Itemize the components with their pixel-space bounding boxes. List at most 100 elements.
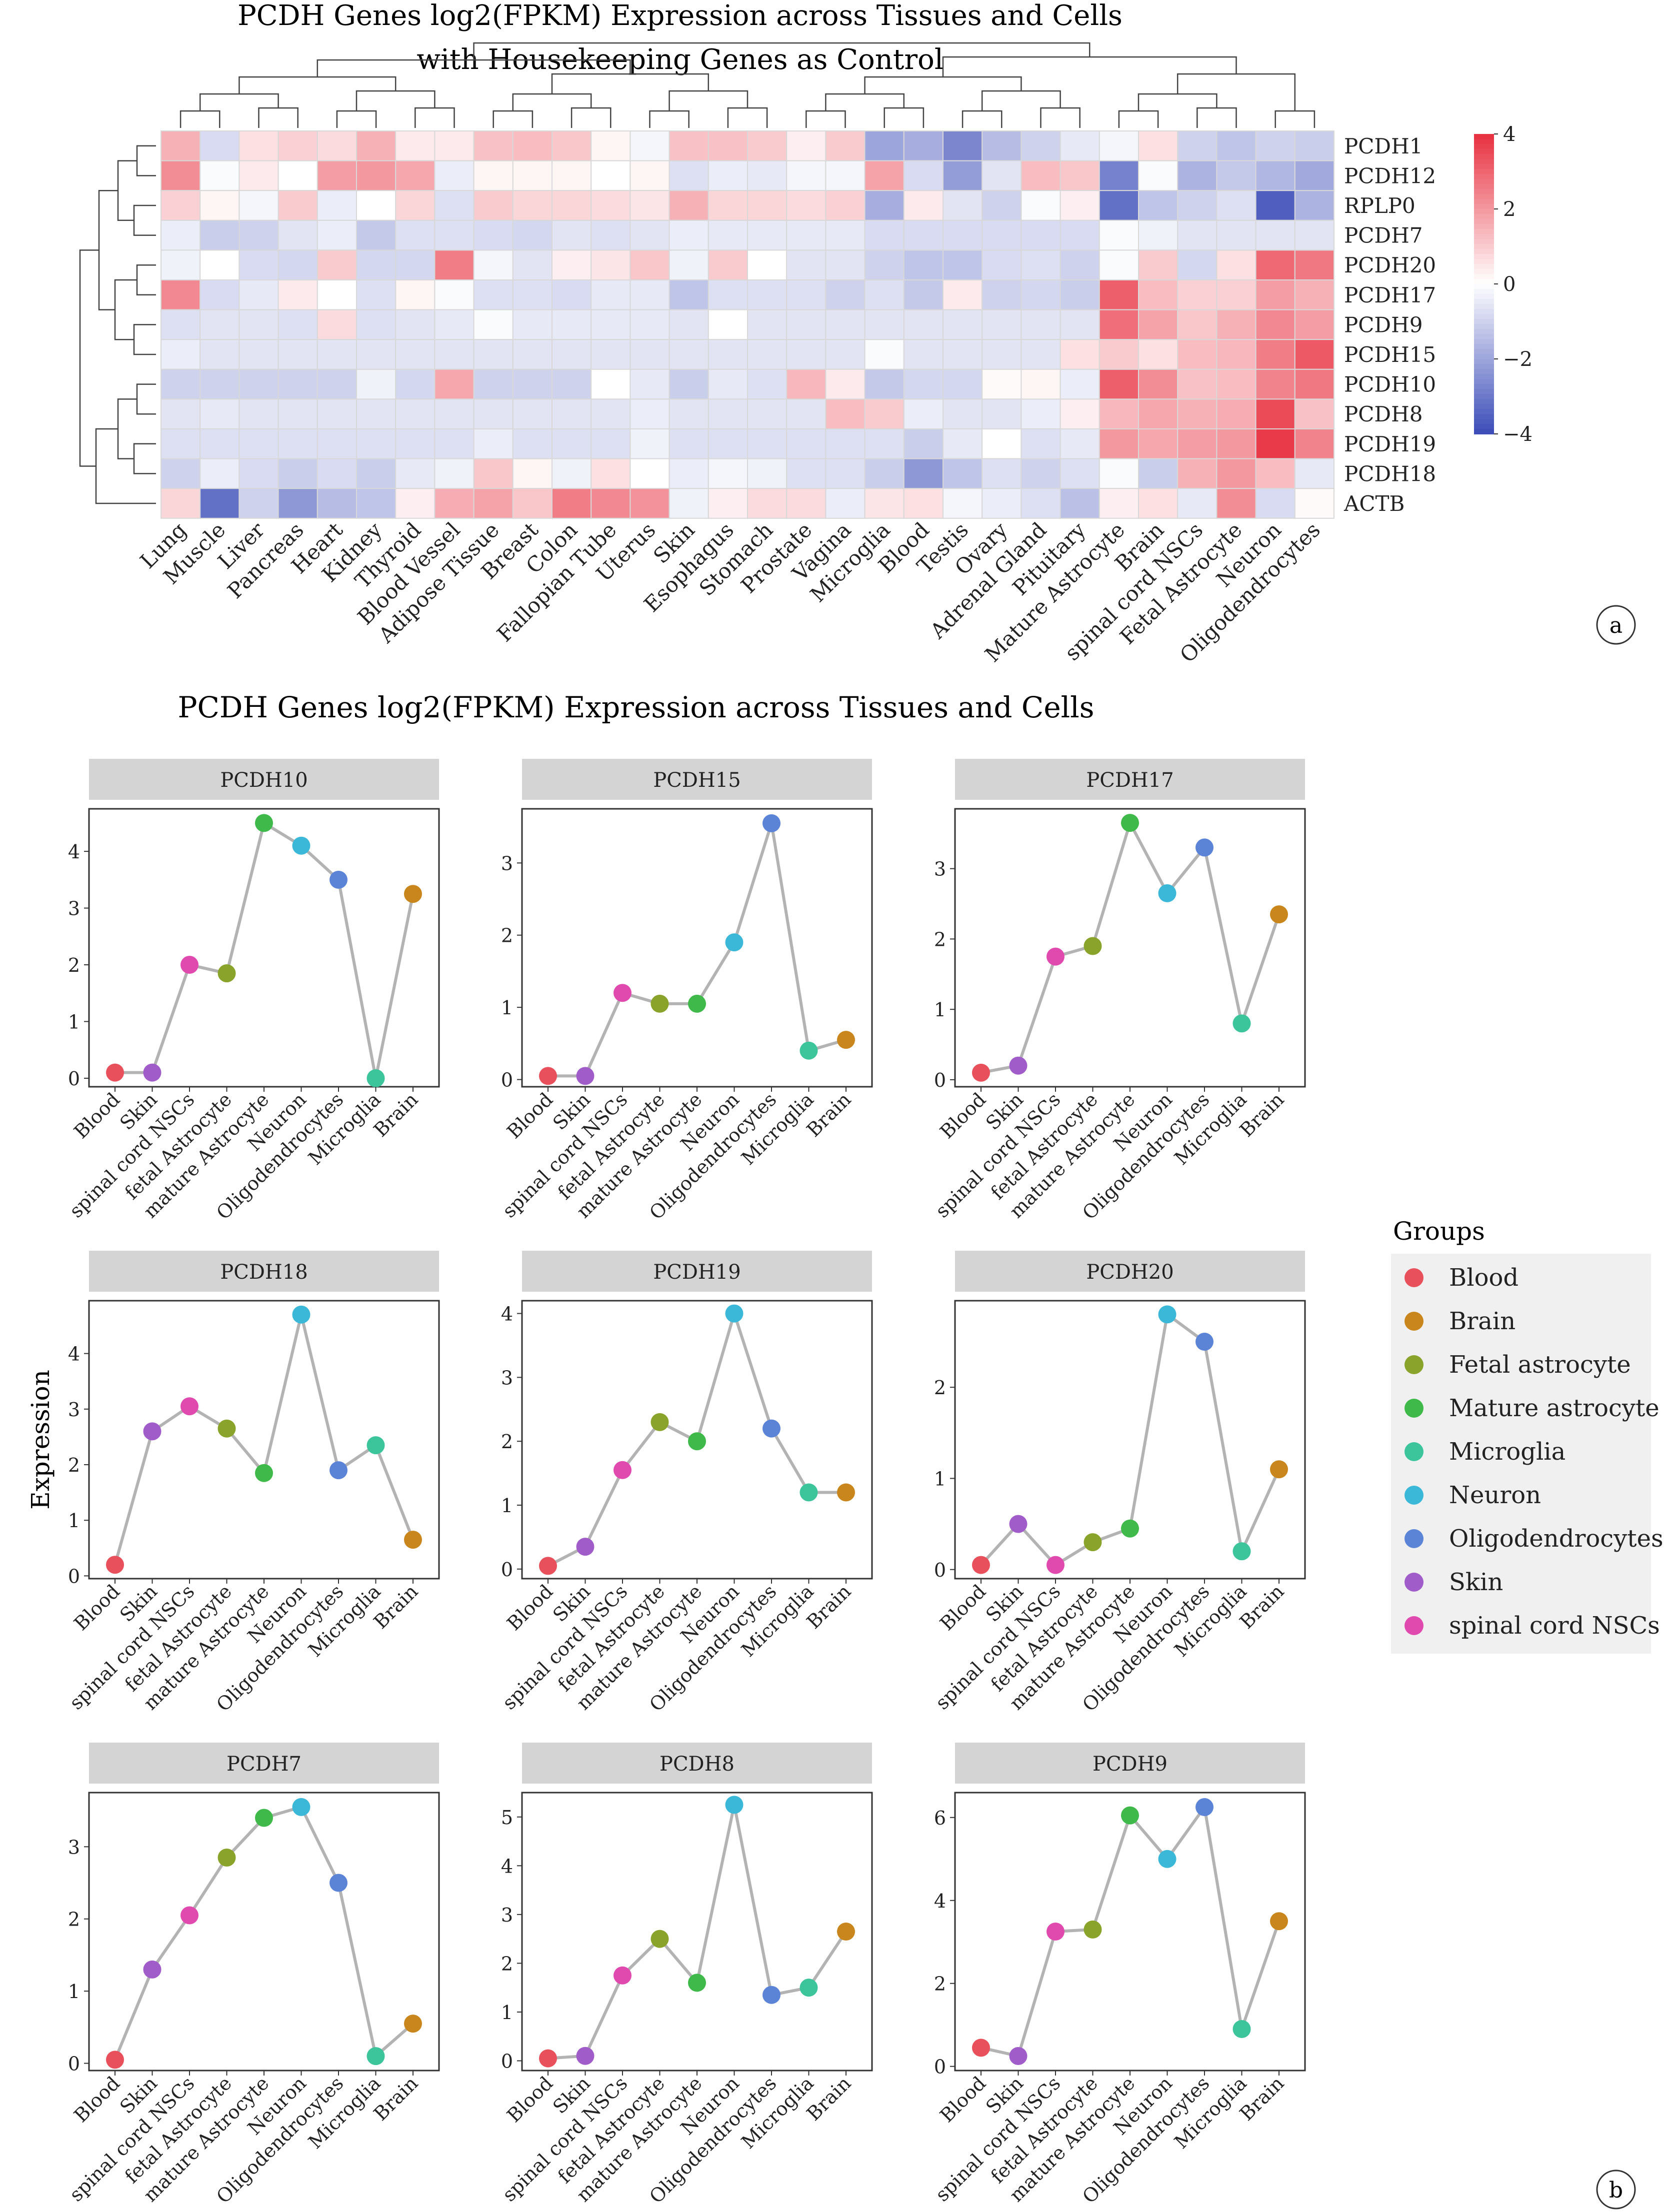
data-point — [1009, 1515, 1028, 1533]
heatmap-cell — [200, 458, 240, 489]
heatmap-cell — [864, 160, 904, 191]
heatmap-cell — [708, 160, 748, 191]
heatmap-cell — [278, 339, 318, 370]
y-tick-label: 1 — [501, 2002, 513, 2024]
heatmap-cell — [1060, 428, 1100, 459]
heatmap-cell — [630, 160, 670, 191]
heatmap-cell — [238, 398, 279, 430]
heatmap-cell — [747, 219, 788, 251]
legend-swatch — [1404, 1529, 1424, 1548]
heatmap-cell — [1255, 130, 1296, 161]
data-point — [1121, 1806, 1139, 1825]
panel-a-letter: a — [1610, 613, 1622, 638]
data-point — [1121, 1519, 1139, 1538]
heatmap-cell — [238, 488, 279, 519]
colorbar-segment — [1474, 314, 1494, 319]
data-point — [972, 1556, 990, 1574]
heatmap-cell — [786, 160, 826, 191]
colorbar-segment — [1474, 169, 1494, 174]
heatmap-cell — [864, 368, 904, 400]
colorbar-segment — [1474, 274, 1494, 279]
row-dendrogram-branch — [136, 264, 156, 296]
colorbar-segment — [1474, 244, 1494, 249]
colorbar-tick-label: 4 — [1503, 123, 1516, 146]
heatmap-cell — [786, 428, 826, 459]
heatmap-cell — [903, 428, 944, 459]
y-tick-label: 1 — [934, 1468, 946, 1490]
heatmap-cell — [708, 190, 748, 221]
heatmap-cell — [668, 398, 709, 430]
data-point — [539, 1557, 557, 1575]
y-tick-label: 0 — [934, 2056, 946, 2078]
heatmap-cell — [708, 219, 748, 251]
heatmap-cell — [825, 219, 866, 251]
heatmap-cell — [473, 219, 514, 251]
colorbar-segment — [1474, 414, 1494, 419]
heatmap-cell — [942, 458, 983, 489]
heatmap-cell — [903, 488, 944, 519]
colorbar-segment — [1474, 334, 1494, 339]
heatmap-cell — [1020, 130, 1061, 161]
heatmap-cell — [512, 160, 553, 191]
heatmap-cell — [942, 279, 983, 310]
heatmap-cell — [552, 458, 592, 489]
column-dendrogram-branch — [1176, 73, 1296, 111]
colorbar-segment — [1474, 214, 1494, 219]
heatmap-cell — [668, 458, 709, 489]
y-tick-label: 2 — [934, 928, 946, 950]
colorbar-segment — [1474, 149, 1494, 154]
data-point — [1158, 884, 1176, 902]
heatmap-cell — [238, 309, 279, 340]
heatmap-cell — [903, 368, 944, 400]
legend-label: Microglia — [1449, 1438, 1566, 1466]
data-point — [650, 1930, 669, 1948]
heatmap-cell — [630, 249, 670, 280]
heatmap-cell — [200, 428, 240, 459]
heatmap-cell — [1098, 398, 1140, 430]
heatmap-cell — [903, 398, 944, 430]
colorbar-segment — [1474, 359, 1494, 364]
data-point — [762, 814, 780, 832]
heatmap-cell — [1060, 249, 1100, 280]
heatmap-cell — [316, 428, 357, 459]
x-tick-label: Blood — [502, 1088, 557, 1143]
colorbar-segment — [1474, 309, 1494, 314]
heatmap-cell — [903, 339, 944, 370]
y-tick-label: 2 — [501, 1431, 513, 1453]
column-dendrogram-branch — [1040, 107, 1080, 128]
data-point — [725, 1796, 744, 1814]
colorbar-tick-label: 0 — [1503, 273, 1516, 296]
heatmap-cell — [747, 309, 788, 340]
data-point — [762, 1986, 780, 2004]
heatmap-cell — [434, 130, 474, 161]
data-point — [1121, 814, 1139, 832]
heatmap-cell — [434, 309, 474, 340]
data-point — [576, 2047, 594, 2065]
heatmap-cell — [552, 368, 592, 400]
heatmap-cell — [160, 309, 201, 340]
facet-strip-label: PCDH19 — [653, 1261, 740, 1284]
heatmap-cell — [1177, 428, 1218, 459]
heatmap-cell — [434, 279, 474, 310]
heatmap-cell — [552, 488, 592, 519]
row-dendrogram-branch — [133, 443, 156, 474]
y-tick-label: 1 — [501, 1495, 513, 1517]
heatmap-cell — [512, 488, 553, 519]
heatmap-cell — [238, 368, 279, 400]
panel-b-letter: b — [1609, 2178, 1623, 2203]
colorbar-tick-label: 2 — [1503, 198, 1516, 221]
y-tick-label: 4 — [501, 1303, 513, 1325]
colorbar-segment — [1474, 369, 1494, 374]
colorbar-segment — [1474, 224, 1494, 229]
data-point — [837, 1923, 855, 1941]
y-tick-label: 2 — [68, 954, 80, 976]
heatmap-cell — [552, 309, 592, 340]
colorbar-segment — [1474, 324, 1494, 329]
y-tick-label: 4 — [934, 1890, 946, 1912]
heatmap-cell — [1060, 368, 1100, 400]
y-tick-label: 2 — [501, 1953, 513, 1975]
y-tick-label: 2 — [934, 1377, 946, 1399]
data-point — [688, 1432, 706, 1451]
heatmap-cell — [512, 279, 553, 310]
heatmap-column-labels: LungMuscleLiverPancreasHeartKidneyThyroi… — [136, 517, 1325, 667]
